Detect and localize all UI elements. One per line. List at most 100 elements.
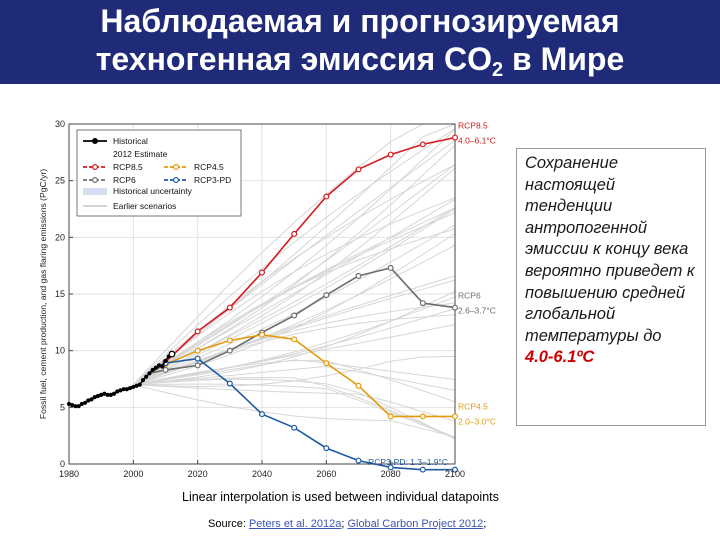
historical-point [137,382,142,387]
historical-point [121,387,126,392]
historical-point [86,398,91,403]
end-label-rcp3pd: RCP3-PD: 1.3–1.9°C [368,457,448,467]
rcp45-point [452,413,459,420]
legend-rcp85-swatch-marker [91,163,98,170]
historical-point [89,397,94,402]
rcp45-point [259,331,266,338]
legend-uncertainty-label: Historical uncertainty [113,186,193,196]
rcp45-point [291,336,298,343]
rcp85-point [291,230,298,237]
legend-rcp3pd-label: RCP3-PD [194,175,231,185]
rcp3pd-point [419,466,426,473]
earlier-scenario-line [133,384,456,422]
rcp45-point [194,347,201,354]
earlier-scenario-line [133,167,456,386]
legend-historical-label: Historical [113,136,148,146]
title-line2-end: в Мире [503,41,625,77]
note-highlight-temperature: 4.0-6.1ºC [525,348,595,367]
x-tick-label: 2040 [252,469,272,479]
earlier-scenario-line [132,197,456,386]
earlier-scenario-line [133,359,456,386]
legend-historical-swatch-marker [91,137,98,144]
estimate-point [168,350,176,358]
earlier-scenario-line [132,128,456,386]
historical-point [160,364,165,369]
earlier-scenarios-layer [132,123,456,440]
emissions-chart: 1980 2000 2020 2040 2060 2080 2100 0 5 10 15 20 25 30… [38,119,496,479]
rcp6-point [162,366,169,373]
end-label-rcp45-range: 2.0–3.0°C [458,416,496,426]
legend-rcp6-label: RCP6 [113,175,136,185]
end-label-rcp85-range: 4.0–6.1°C [458,135,496,145]
legend-earlier-label: Earlier scenarios [113,201,176,211]
earlier-scenario-line [133,359,456,403]
earlier-scenario-line [133,302,456,386]
source-separator: ; [341,518,348,530]
historical-point [124,387,129,392]
historical-point [118,388,123,393]
earlier-scenario-line [133,228,456,386]
rcp85-point [194,328,201,335]
slide-title-line1: Наблюдаемая и прогнозируемая [100,3,620,39]
end-labels-layer: RCP8.5 4.0–6.1°C RCP6 2.6–3.7°C RCP4.5 2.0–3.… [368,121,496,468]
earlier-scenario-line [133,233,456,386]
rcp6-point [194,362,201,369]
rcp3pd-point [387,464,394,471]
historical-point [147,371,152,376]
historical-point [102,391,107,396]
historical-point [73,404,78,409]
note-text: Сохранение настоящей тенденции антропоге… [525,153,699,369]
x-tick-label: 2020 [188,469,208,479]
historical-point [131,384,136,390]
historical-point [163,358,168,363]
source-line: Source: Peters et al. 2012a; Global Carb… [208,518,486,530]
legend-uncertainty-swatch [83,188,107,195]
series-layer [66,134,459,473]
x-tick-label: 2100 [445,469,465,479]
historical-point [144,374,149,379]
y-tick-label: 25 [55,176,65,186]
rcp85-point [387,151,394,158]
rcp3pd-point [194,355,201,362]
plot-frame [68,123,456,465]
rcp85-point [259,269,266,276]
historical-point [150,367,155,373]
historical-point [79,401,84,407]
historical-point [99,392,104,397]
earlier-scenario-line [133,384,456,438]
earlier-scenario-line [132,123,455,386]
rcp3pd-point [323,445,330,452]
rcp6-point [419,300,426,307]
rcp3pd-point [355,457,362,464]
title-bar: Наблюдаемая и прогнозируемая техногенная… [0,0,720,84]
historical-point [115,389,120,394]
historical-point [128,385,133,391]
historical-point [76,404,81,409]
y-tick-label: 5 [60,402,65,412]
historical-point [111,391,117,396]
historical-point [134,383,139,388]
rcp6-point [452,304,459,311]
title-line2-main: техногенная эмиссия CO [95,41,493,77]
historical-point [82,400,88,405]
rcp6-point [355,272,362,279]
rcp6-point [226,347,233,354]
earlier-scenario-line [133,164,456,386]
note-body: Сохранение настоящей тенденции антропоге… [525,154,695,345]
source-end: ; [483,518,487,530]
rcp3pd-point [452,466,459,473]
historical-point [92,395,97,400]
rcp6-point [323,292,330,299]
historical-point [108,392,113,397]
end-label-rcp45-name: RCP4.5 [458,402,488,412]
source-link-gcp[interactable]: Global Carbon Project 2012 [347,518,484,530]
x-tick-label: 2060 [316,469,336,479]
source-link-peters[interactable]: Peters et al. 2012a [248,518,342,530]
y-tick-label: 20 [55,232,65,242]
legend-rcp3pd-swatch-marker [173,176,180,183]
historical-point [66,401,72,407]
rcp6-point [291,312,298,319]
x-tick-label: 1980 [59,469,79,479]
rcp85-point [419,141,426,148]
historical-point [156,363,162,368]
